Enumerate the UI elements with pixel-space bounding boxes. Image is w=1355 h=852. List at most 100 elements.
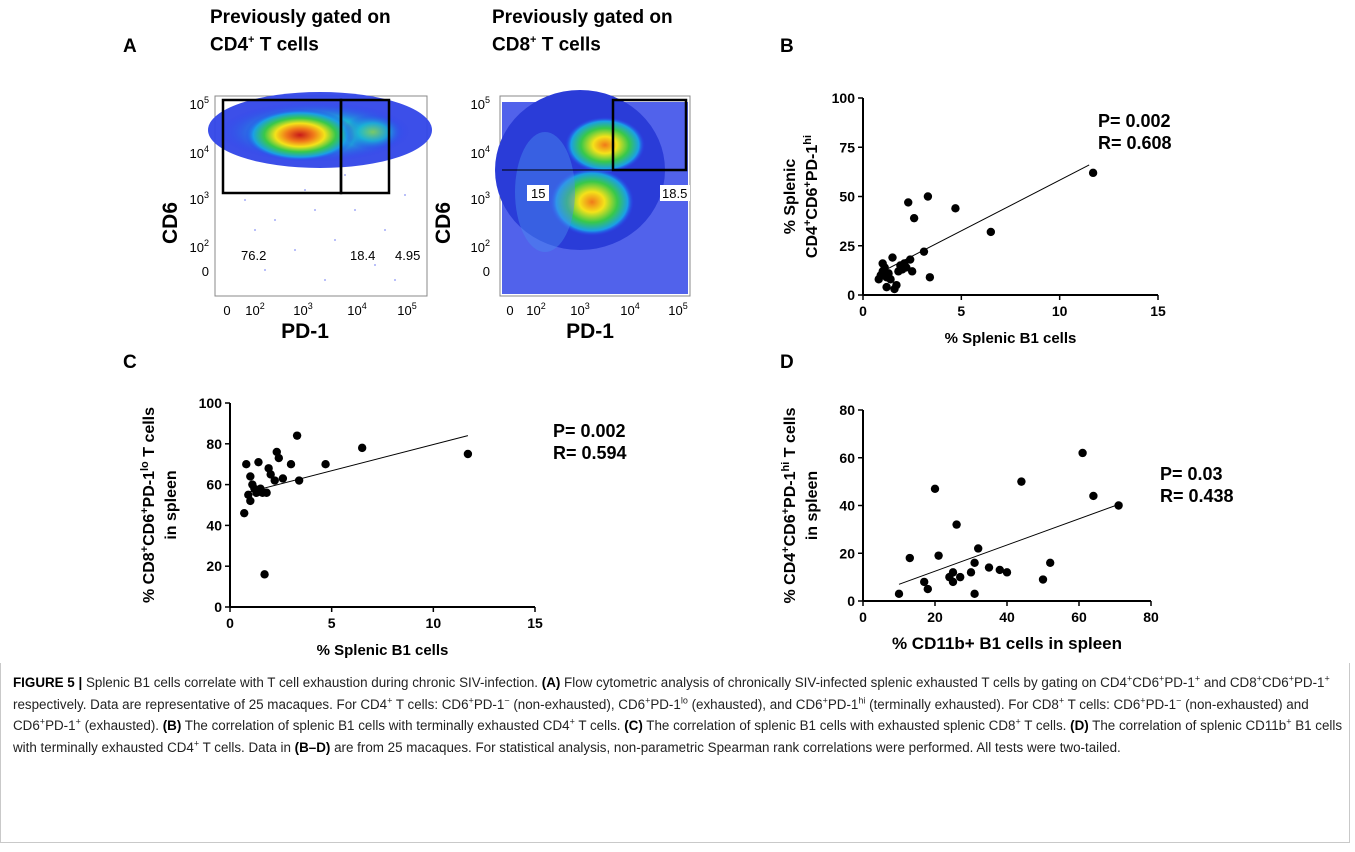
data-point bbox=[888, 253, 897, 262]
ytick: 0 bbox=[483, 264, 490, 279]
ytick: 0 bbox=[202, 264, 209, 279]
y-tick-label: 50 bbox=[839, 189, 855, 205]
data-point bbox=[270, 476, 279, 485]
data-point bbox=[970, 589, 979, 599]
y-tick-label: 0 bbox=[847, 287, 855, 303]
ytick: 105 bbox=[471, 95, 490, 112]
data-point bbox=[995, 565, 1004, 575]
data-point bbox=[292, 431, 302, 440]
y-axis-label-line2: in spleen bbox=[804, 471, 821, 540]
y-tick-label: 40 bbox=[206, 517, 222, 533]
data-point bbox=[923, 192, 933, 201]
data-point bbox=[894, 589, 904, 599]
cd4-gate-values: 76.2 18.4 4.95 bbox=[241, 248, 420, 263]
x-axis-label: % Splenic B1 cells bbox=[317, 642, 449, 659]
axes: 0 25 50 75 100 0 5 10 15 bbox=[832, 90, 1166, 319]
gate-value: 18.5 bbox=[662, 186, 687, 201]
data-point bbox=[266, 470, 275, 479]
ytick: 104 bbox=[471, 144, 490, 161]
xtick: 0 bbox=[506, 303, 513, 318]
cd4-ylabel: CD6 bbox=[159, 202, 182, 244]
cd8-ylabel: CD6 bbox=[432, 202, 455, 244]
data-point bbox=[909, 213, 919, 223]
ytick: 104 bbox=[190, 144, 209, 161]
y-axis-label: % CD8+CD6+PD-1lo T cells bbox=[139, 407, 158, 603]
xtick: 102 bbox=[245, 301, 264, 318]
data-point bbox=[294, 476, 304, 485]
left-title-line1: Previously gated on bbox=[210, 7, 391, 28]
right-title-line2: CD8+ T cells bbox=[492, 34, 601, 56]
y-tick-label: 75 bbox=[839, 139, 855, 155]
ytick: 103 bbox=[471, 190, 490, 207]
data-point bbox=[886, 275, 895, 284]
y-tick-label: 0 bbox=[847, 593, 855, 609]
data-point bbox=[966, 568, 976, 577]
panel-a-left-title: Previously gated on CD4+ T cells bbox=[210, 6, 391, 56]
panel-c-label: C bbox=[123, 352, 137, 373]
data-point bbox=[357, 443, 367, 453]
y-axis-label-line2: in spleen bbox=[163, 470, 180, 539]
x-tick-label: 20 bbox=[927, 609, 943, 625]
x-axis-label: % CD11b+ B1 cells in spleen bbox=[892, 634, 1122, 653]
scatter-chart-b: 0 25 50 75 100 0 5 10 15 % Splenic B1 cells % Sple… bbox=[782, 90, 1166, 347]
data-point bbox=[934, 551, 943, 560]
data-point bbox=[951, 204, 960, 213]
data-point bbox=[262, 488, 271, 497]
data-point bbox=[984, 563, 994, 572]
data-point bbox=[952, 520, 961, 529]
data-point bbox=[1114, 501, 1123, 510]
y-tick-label: 0 bbox=[214, 599, 222, 615]
data-point bbox=[925, 273, 935, 282]
data-point bbox=[242, 460, 251, 469]
data-point bbox=[919, 247, 929, 256]
panel-b-label: B bbox=[780, 36, 794, 57]
data-point bbox=[930, 484, 940, 493]
data-point bbox=[948, 577, 958, 587]
data-point bbox=[905, 553, 914, 563]
x-tick-label: 0 bbox=[859, 303, 867, 319]
p-value: P= 0.002 bbox=[553, 421, 626, 441]
data-point bbox=[906, 255, 915, 264]
data-point bbox=[1002, 568, 1012, 577]
ytick: 105 bbox=[190, 95, 209, 112]
regression-line bbox=[246, 435, 469, 494]
data-point bbox=[923, 584, 932, 594]
data-point bbox=[882, 282, 891, 292]
p-value: P= 0.002 bbox=[1098, 111, 1171, 131]
data-point bbox=[1046, 558, 1055, 567]
gate-value: 18.4 bbox=[350, 248, 375, 263]
y-tick-label: 40 bbox=[839, 498, 855, 514]
data-points bbox=[894, 448, 1123, 599]
x-tick-label: 15 bbox=[527, 615, 543, 631]
panel-a-label: A bbox=[123, 36, 137, 57]
data-point bbox=[902, 263, 911, 272]
figure-caption: FIGURE 5 | Splenic B1 cells correlate wi… bbox=[13, 673, 1343, 755]
x-tick-label: 80 bbox=[1143, 609, 1159, 625]
data-point bbox=[1017, 477, 1026, 486]
data-point bbox=[956, 572, 965, 582]
data-point bbox=[463, 449, 473, 459]
xtick: 105 bbox=[668, 301, 687, 318]
caption-frame bbox=[0, 663, 1350, 843]
data-point bbox=[920, 577, 929, 587]
data-point bbox=[246, 496, 255, 506]
ytick: 103 bbox=[190, 190, 209, 207]
xtick: 102 bbox=[526, 301, 545, 318]
data-point bbox=[904, 198, 913, 207]
p-value: P= 0.03 bbox=[1160, 464, 1223, 484]
ytick: 102 bbox=[471, 238, 490, 255]
data-point bbox=[1078, 448, 1087, 458]
data-point bbox=[286, 460, 296, 469]
left-title-line2: CD4+ T cells bbox=[210, 34, 319, 56]
xtick: 103 bbox=[293, 301, 312, 318]
r-value: R= 0.438 bbox=[1160, 486, 1234, 506]
data-point bbox=[274, 453, 283, 463]
y-tick-label: 80 bbox=[206, 436, 222, 452]
cd8-xticks: 0 102 103 104 105 bbox=[506, 301, 687, 318]
gate-value: 4.95 bbox=[395, 248, 420, 263]
data-points bbox=[874, 168, 1098, 294]
panel-a-right-title: Previously gated on CD8+ T cells bbox=[492, 6, 673, 56]
scatter-chart-c: 0 20 40 60 80 100 0 5 10 15 % Splenic B1 cells % CD… bbox=[139, 395, 543, 659]
y-axis-label: % CD4+CD6+PD-1hi T cells bbox=[780, 407, 799, 603]
y-tick-label: 60 bbox=[839, 450, 855, 466]
